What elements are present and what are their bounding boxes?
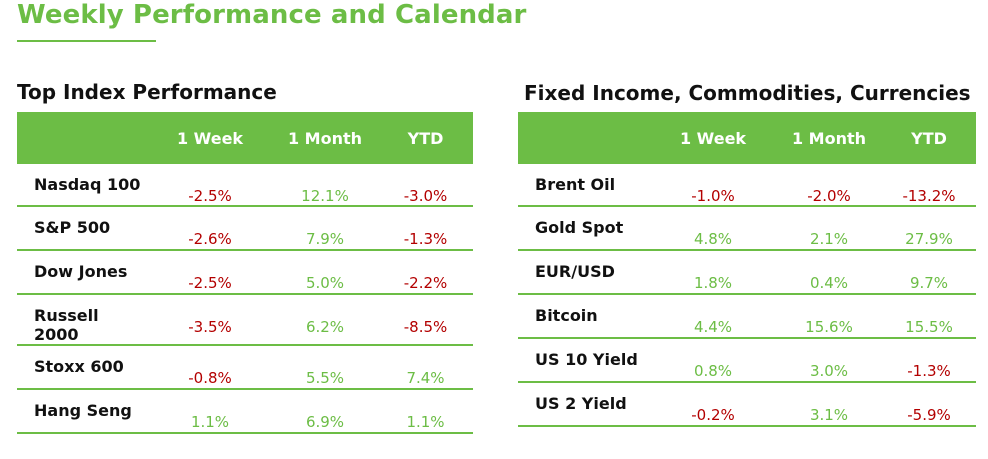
row-name: Gold Spot (518, 206, 650, 251)
row-name: Dow Jones (17, 250, 148, 295)
table-row: EUR/USD 1.8% 0.4% 9.7% (518, 250, 976, 295)
ytd-value: -1.3% (378, 206, 473, 251)
month-value: 12.1% (272, 164, 378, 207)
ytd-value: 15.5% (882, 294, 976, 339)
index-performance-table: 1 Week 1 Month YTD Nasdaq 100 -2.5% 12.1% -… (17, 112, 473, 434)
row-name: EUR/USD (518, 250, 650, 295)
header-name (518, 112, 650, 164)
header-ytd: YTD (378, 112, 473, 164)
table-header-row: 1 Week 1 Month YTD (518, 112, 976, 164)
week-value: -2.5% (148, 164, 272, 207)
month-value: 5.0% (272, 250, 378, 295)
table-row: Bitcoin 4.4% 15.6% 15.5% (518, 294, 976, 339)
header-1-month: 1 Month (776, 112, 882, 164)
header-1-month: 1 Month (272, 112, 378, 164)
month-value: 5.5% (272, 345, 378, 390)
month-value: 6.9% (272, 389, 378, 434)
table-row: US 2 Yield -0.2% 3.1% -5.9% (518, 382, 976, 427)
table-row: Russell 2000 -3.5% 6.2% -8.5% (17, 294, 473, 346)
month-value: 0.4% (776, 250, 882, 295)
week-value: -0.8% (148, 345, 272, 390)
ytd-value: -5.9% (882, 382, 976, 427)
table-row: S&P 500 -2.6% 7.9% -1.3% (17, 206, 473, 251)
week-value: -0.2% (650, 382, 776, 427)
header-1-week: 1 Week (148, 112, 272, 164)
week-value: -2.6% (148, 206, 272, 251)
ytd-value: 7.4% (378, 345, 473, 390)
month-value: 6.2% (272, 294, 378, 346)
table-row: Gold Spot 4.8% 2.1% 27.9% (518, 206, 976, 251)
title-underline (17, 40, 156, 42)
month-value: 3.1% (776, 382, 882, 427)
row-name: Brent Oil (518, 164, 650, 207)
month-value: 3.0% (776, 338, 882, 383)
fx-table-title: Fixed Income, Commodities, Currencies (524, 81, 971, 105)
ytd-value: -2.2% (378, 250, 473, 295)
row-name: Hang Seng (17, 389, 148, 434)
ytd-value: 27.9% (882, 206, 976, 251)
month-value: -2.0% (776, 164, 882, 207)
row-name: Russell 2000 (17, 294, 148, 346)
table-row: US 10 Yield 0.8% 3.0% -1.3% (518, 338, 976, 383)
month-value: 15.6% (776, 294, 882, 339)
week-value: 4.8% (650, 206, 776, 251)
row-name: S&P 500 (17, 206, 148, 251)
ytd-value: 9.7% (882, 250, 976, 295)
table-header-row: 1 Week 1 Month YTD (17, 112, 473, 164)
index-table-title: Top Index Performance (17, 80, 277, 104)
header-1-week: 1 Week (650, 112, 776, 164)
month-value: 7.9% (272, 206, 378, 251)
table-row: Hang Seng 1.1% 6.9% 1.1% (17, 389, 473, 434)
ytd-value: -3.0% (378, 164, 473, 207)
month-value: 2.1% (776, 206, 882, 251)
header-name (17, 112, 148, 164)
table-row: Dow Jones -2.5% 5.0% -2.2% (17, 250, 473, 295)
ytd-value: -8.5% (378, 294, 473, 346)
row-name: Bitcoin (518, 294, 650, 339)
week-value: 4.4% (650, 294, 776, 339)
fixed-income-table: 1 Week 1 Month YTD Brent Oil -1.0% -2.0% -1… (518, 112, 976, 427)
week-value: 1.8% (650, 250, 776, 295)
table-row: Stoxx 600 -0.8% 5.5% 7.4% (17, 345, 473, 390)
row-name: Nasdaq 100 (17, 164, 148, 207)
row-name: US 2 Yield (518, 382, 650, 427)
table-row: Nasdaq 100 -2.5% 12.1% -3.0% (17, 164, 473, 207)
week-value: 1.1% (148, 389, 272, 434)
week-value: -1.0% (650, 164, 776, 207)
week-value: -2.5% (148, 250, 272, 295)
ytd-value: 1.1% (378, 389, 473, 434)
week-value: 0.8% (650, 338, 776, 383)
row-name: Stoxx 600 (17, 345, 148, 390)
ytd-value: -1.3% (882, 338, 976, 383)
ytd-value: -13.2% (882, 164, 976, 207)
row-name: US 10 Yield (518, 338, 650, 383)
page-title: Weekly Performance and Calendar (17, 0, 527, 30)
table-row: Brent Oil -1.0% -2.0% -13.2% (518, 164, 976, 207)
header-ytd: YTD (882, 112, 976, 164)
week-value: -3.5% (148, 294, 272, 346)
